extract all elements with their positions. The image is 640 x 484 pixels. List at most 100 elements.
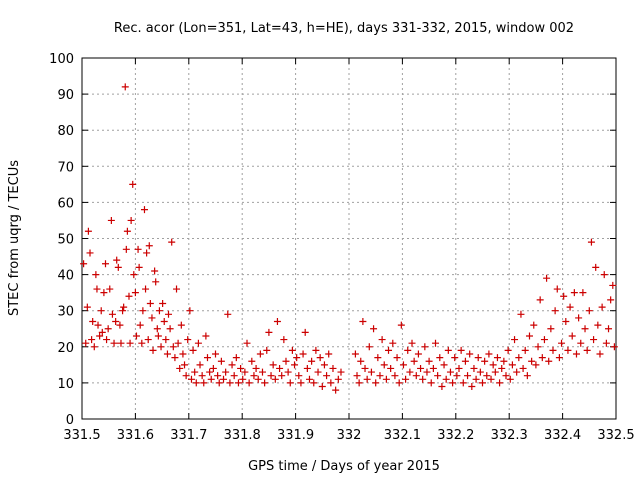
data-point [215, 379, 223, 387]
data-point [171, 354, 179, 362]
data-point [202, 332, 210, 340]
data-point [96, 332, 104, 340]
data-point [440, 361, 448, 369]
data-point [423, 368, 431, 376]
data-point [93, 285, 101, 293]
data-point [474, 354, 482, 362]
data-point [528, 357, 536, 365]
data-point [113, 256, 121, 264]
data-point [123, 227, 131, 235]
data-point [337, 368, 345, 376]
data-point [130, 271, 138, 279]
data-point [212, 350, 219, 358]
data-point [273, 318, 281, 326]
data-point [94, 321, 102, 329]
data-point [406, 368, 414, 376]
data-point [414, 350, 422, 358]
data-point [493, 354, 501, 362]
y-tick-label: 20 [57, 341, 74, 356]
data-point [442, 375, 450, 383]
data-point [397, 321, 405, 329]
data-point [149, 346, 157, 354]
data-point [191, 368, 199, 376]
data-point [399, 361, 407, 369]
data-point [194, 339, 202, 347]
x-tick-label: 332.3 [491, 428, 528, 443]
data-point [84, 227, 92, 235]
data-point [449, 379, 457, 387]
data-point [498, 364, 506, 372]
data-point [226, 379, 234, 387]
data-point [500, 357, 508, 365]
data-point [476, 368, 484, 376]
data-point [410, 357, 418, 365]
data-point [176, 364, 184, 372]
data-point [177, 321, 185, 329]
data-point [135, 263, 143, 271]
data-point [146, 299, 154, 307]
data-point [387, 364, 395, 372]
data-point [314, 368, 322, 376]
data-point [511, 336, 519, 344]
data-point [258, 368, 266, 376]
data-point [525, 332, 533, 340]
data-point [596, 350, 604, 358]
data-point [489, 361, 497, 369]
data-point [385, 346, 393, 354]
x-tick-label: 332.5 [597, 428, 634, 443]
data-point [408, 339, 416, 347]
data-point [245, 379, 253, 387]
data-point [389, 339, 397, 347]
data-point [282, 357, 290, 365]
data-point [370, 325, 378, 333]
data-point [121, 83, 129, 91]
data-point [570, 289, 578, 297]
data-point [327, 379, 335, 387]
data-point [549, 346, 557, 354]
data-point [353, 372, 361, 380]
data-point [92, 271, 100, 279]
data-point [269, 361, 277, 369]
data-point [89, 318, 97, 326]
data-point [162, 336, 170, 344]
data-point [284, 368, 292, 376]
data-point [547, 325, 555, 333]
data-point [575, 314, 583, 322]
data-point [521, 346, 529, 354]
x-axis-label: GPS time / Days of year 2015 [248, 459, 440, 474]
data-point [504, 346, 512, 354]
x-tick-label: 331.5 [63, 428, 100, 443]
data-point [252, 364, 260, 372]
data-point [432, 339, 440, 347]
data-point [355, 379, 363, 387]
y-tick-label: 90 [57, 88, 74, 103]
data-point [436, 354, 444, 362]
data-point [532, 361, 540, 369]
data-point [192, 379, 200, 387]
x-tick-label: 332.1 [384, 428, 421, 443]
data-point [318, 383, 326, 391]
data-point [470, 364, 478, 372]
data-point [585, 307, 593, 315]
data-point [598, 303, 606, 311]
data-point [496, 379, 504, 387]
axes: 331.5 331.6 331.7 331.8 331.9 332 332.1 332.2 33… [49, 52, 634, 443]
data-point [155, 307, 163, 315]
data-point [308, 357, 316, 365]
data-point [376, 372, 384, 380]
y-tick-label: 40 [57, 269, 74, 284]
data-point [100, 289, 108, 297]
data-point [566, 303, 574, 311]
data-point [278, 372, 286, 380]
x-tick-label: 331.6 [117, 428, 154, 443]
data-point [86, 249, 94, 257]
data-point [464, 372, 472, 380]
y-tick-label: 10 [57, 377, 74, 392]
data-point [581, 325, 589, 333]
data-point [101, 260, 109, 268]
data-point [108, 310, 116, 318]
data-point [250, 372, 258, 380]
data-point [374, 354, 382, 362]
data-point [295, 372, 303, 380]
data-point [359, 318, 367, 326]
